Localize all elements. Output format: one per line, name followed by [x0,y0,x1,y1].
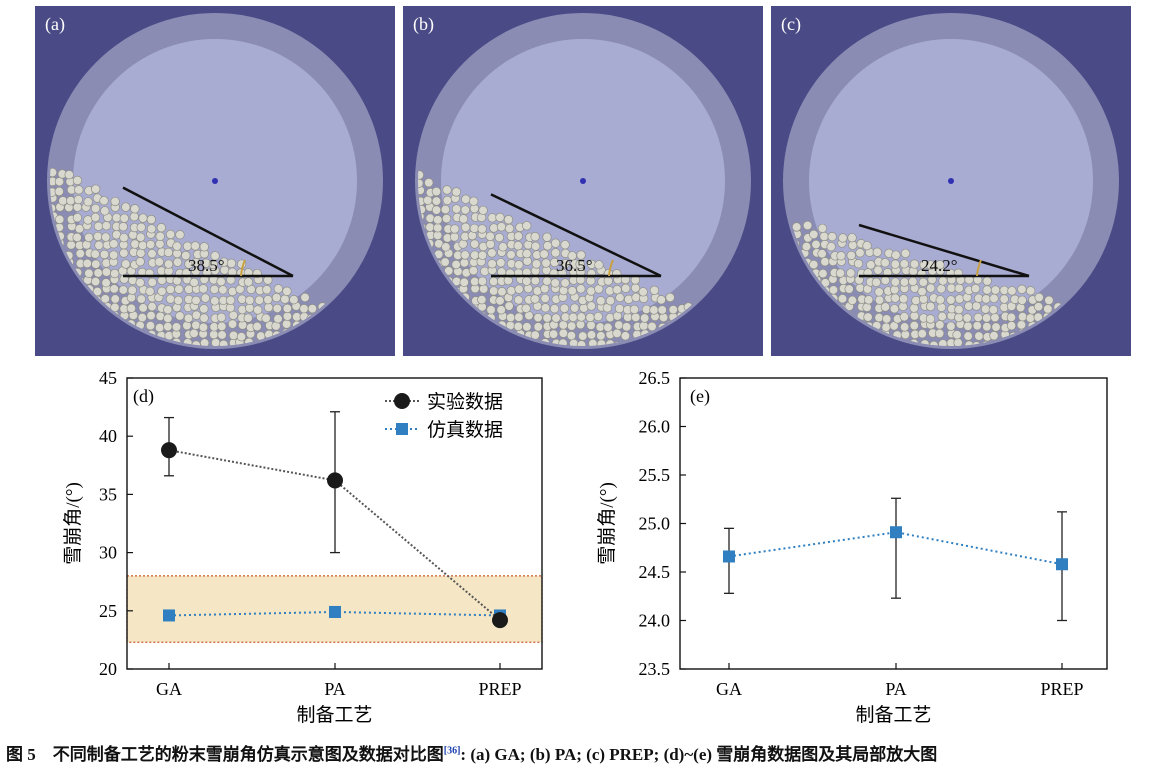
y-axis-label: 雪崩角/(°) [62,482,84,565]
data-point-simulation [163,609,175,622]
y-tick-label: 25.5 [639,465,671,485]
legend-label-experimental: 实验数据 [427,391,503,413]
y-tick-label: 26.0 [639,417,671,437]
data-point-experimental [161,442,177,459]
drum-center-marker [212,178,218,184]
x-axis-label: 制备工艺 [296,704,372,726]
data-point-simulation [1056,558,1068,571]
panel-label-c: (c) [781,14,801,34]
angle-arc [240,259,246,277]
x-axis-label: 制备工艺 [855,704,931,726]
x-tick-label: PA [324,679,345,699]
panel-label-a: (a) [45,14,65,34]
angle-label-c: 24.2° [921,256,958,275]
figure-caption: 图 5 不同制备工艺的粉末雪崩角仿真示意图及数据对比图[36]: (a) GA;… [6,740,1164,765]
y-tick-label: 30 [99,543,117,563]
y-tick-label: 24.0 [639,611,671,631]
legend-marker-simulation [396,423,408,435]
y-tick-label: 26.5 [639,368,671,388]
drum-image-c [783,13,1119,349]
angle-label-b: 36.5° [556,256,593,275]
series-line-simulation [728,531,1063,566]
caption-prefix: 图 5 不同制备工艺的粉末雪崩角仿真示意图及数据对比图 [6,745,444,764]
slope-line [490,193,662,278]
data-point-simulation [890,526,902,539]
slope-line [858,223,1030,278]
y-tick-label: 40 [99,426,117,446]
simulation-panel-c: (c) 24.2° [771,6,1131,356]
data-point-experimental [327,472,343,489]
x-tick-label: GA [716,679,742,699]
y-tick-label: 25.0 [639,514,671,534]
data-point-simulation [329,605,341,618]
y-tick-label: 45 [99,368,117,388]
simulation-panel-a: (a) 38.5° [35,6,395,356]
chart-e: 23.5 24.0 24.5 25.0 25.5 26.0 26.5 GA PA PREP 制备工艺… [596,368,1108,726]
y-tick-label: 24.5 [639,562,671,582]
y-tick-label: 20 [99,659,117,679]
slope-line [122,186,294,278]
plot-frame [679,377,1108,670]
angle-arc [976,259,982,277]
drum-image-a [47,13,383,349]
y-tick-label: 23.5 [639,659,671,679]
drum-image-b [415,13,751,349]
caption-suffix: : (a) GA; (b) PA; (c) PREP; (d)~(e) 雪崩角数… [460,745,938,764]
panel-label-d: (d) [133,386,154,407]
chart-d: 20 25 30 35 40 45 GA PA PREP 制备工艺 雪崩角/(°) (d) 实验数据仿真… [62,368,543,726]
panel-label-e: (e) [690,386,710,407]
caption-reference: [36] [443,745,461,757]
y-tick-label: 25 [99,601,117,621]
drum-center-marker [948,178,954,184]
x-tick-label: PREP [1040,679,1083,699]
data-point-simulation [723,550,735,563]
panel-label-b: (b) [413,14,434,34]
drum-center-marker [580,178,586,184]
data-point-experimental [492,612,508,629]
legend-marker-experimental [394,393,410,409]
angle-arc [608,259,614,277]
angle-label-a: 38.5° [188,256,225,275]
y-tick-label: 35 [99,484,117,504]
x-tick-label: PA [885,679,906,699]
y-axis-label: 雪崩角/(°) [596,482,618,565]
x-tick-label: GA [156,679,182,699]
legend-label-simulation: 仿真数据 [427,419,503,441]
x-tick-label: PREP [478,679,521,699]
simulation-panel-b: (b) 36.5° [403,6,763,356]
